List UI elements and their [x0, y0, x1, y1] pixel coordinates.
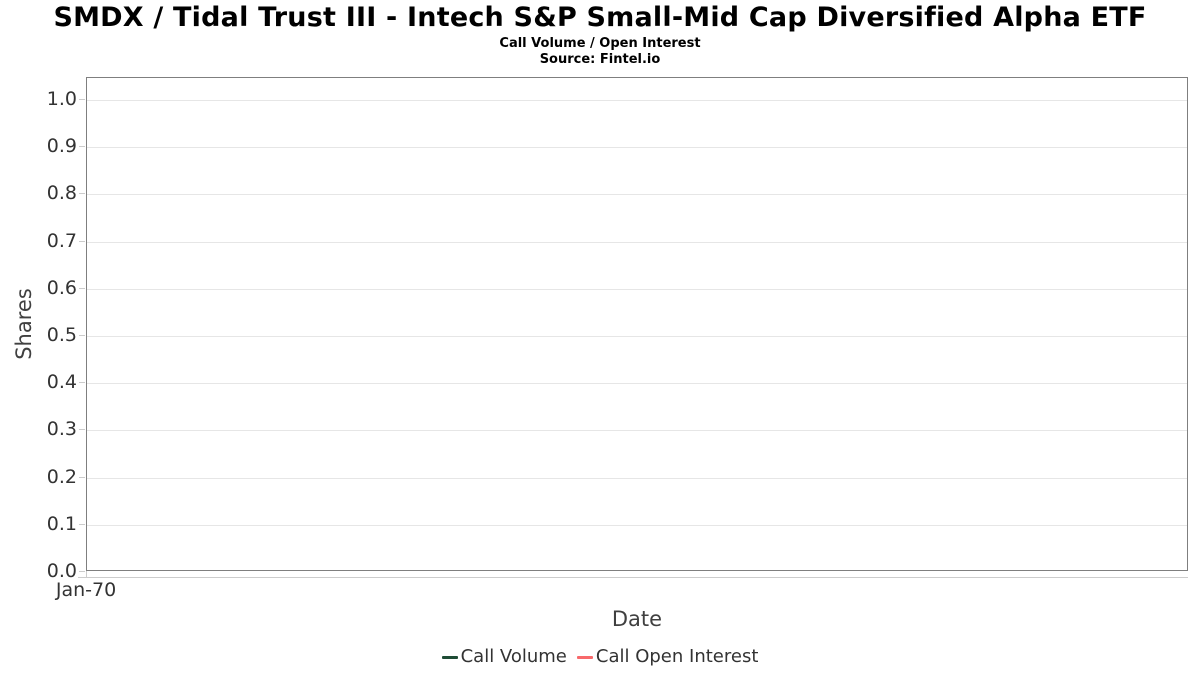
legend-label: Call Volume	[460, 646, 567, 667]
legend-label: Call Open Interest	[595, 646, 759, 667]
y-gridline	[87, 100, 1187, 101]
y-tick-mark	[79, 240, 85, 242]
y-tick-label: 0.7	[46, 229, 77, 252]
y-tick-label: 0.6	[46, 276, 77, 299]
y-tick-label: 0.4	[46, 371, 77, 394]
y-gridline	[87, 147, 1187, 149]
y-tick-mark	[79, 146, 85, 148]
y-tick-mark	[79, 382, 85, 384]
y-tick-mark	[79, 571, 85, 572]
y-gridline	[87, 430, 1187, 432]
y-tick-label: 0.2	[46, 465, 77, 488]
chart-title: SMDX / Tidal Trust III - Intech S&P Smal…	[53, 2, 1147, 33]
x-tick-label: Jan-70	[55, 579, 117, 601]
y-gridline	[87, 194, 1187, 196]
y-gridline	[87, 477, 1187, 479]
legend-line-icon	[441, 655, 458, 659]
x-axis-line	[78, 577, 1188, 578]
y-gridline	[87, 241, 1187, 243]
y-tick-label: 1.0	[46, 88, 77, 110]
y-tick-label: 0.1	[46, 512, 77, 535]
y-gridline	[87, 383, 1187, 385]
y-gridline	[87, 336, 1187, 337]
x-axis-title: Date	[611, 607, 663, 631]
legend-item-call-volume[interactable]: Call Volume	[441, 646, 567, 667]
y-tick-label: 0.9	[46, 135, 77, 158]
chart-subtitle: Call Volume / Open Interest	[499, 36, 701, 51]
legend-line-icon	[576, 655, 593, 659]
y-tick-mark	[79, 476, 85, 478]
y-tick-mark	[79, 193, 85, 195]
legend: Call Volume Call Open Interest	[0, 646, 1200, 667]
y-gridline	[87, 524, 1187, 526]
legend-item-call-open-interest[interactable]: Call Open Interest	[576, 646, 759, 667]
y-tick-mark	[79, 429, 85, 431]
y-axis-title: Shares	[12, 288, 36, 360]
y-tick-mark	[79, 287, 85, 289]
x-tick-mark	[86, 571, 87, 577]
y-tick-label: 0.5	[46, 324, 77, 346]
plot-area	[86, 77, 1188, 571]
y-gridline	[87, 288, 1187, 290]
chart-source: Source: Fintel.io	[539, 52, 661, 67]
y-tick-mark	[79, 335, 85, 336]
y-tick-label: 0.0	[46, 560, 77, 582]
y-tick-mark	[79, 523, 85, 525]
y-tick-label: 0.8	[46, 182, 77, 205]
y-tick-label: 0.3	[46, 418, 77, 441]
y-tick-mark	[79, 99, 85, 100]
